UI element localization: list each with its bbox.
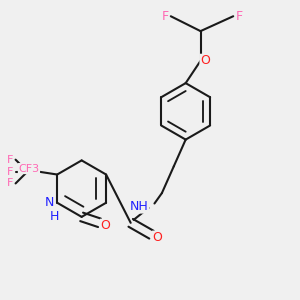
Text: O: O <box>152 231 162 244</box>
Text: O: O <box>200 54 210 67</box>
Text: NH: NH <box>130 200 148 213</box>
Text: F: F <box>6 167 13 176</box>
Text: F: F <box>6 155 13 165</box>
Text: O: O <box>100 219 110 232</box>
Text: H: H <box>50 210 59 223</box>
Text: CF3: CF3 <box>18 164 40 174</box>
Text: F: F <box>236 10 243 23</box>
Text: F: F <box>6 178 13 188</box>
Text: N: N <box>45 196 54 209</box>
Text: F: F <box>161 10 168 23</box>
